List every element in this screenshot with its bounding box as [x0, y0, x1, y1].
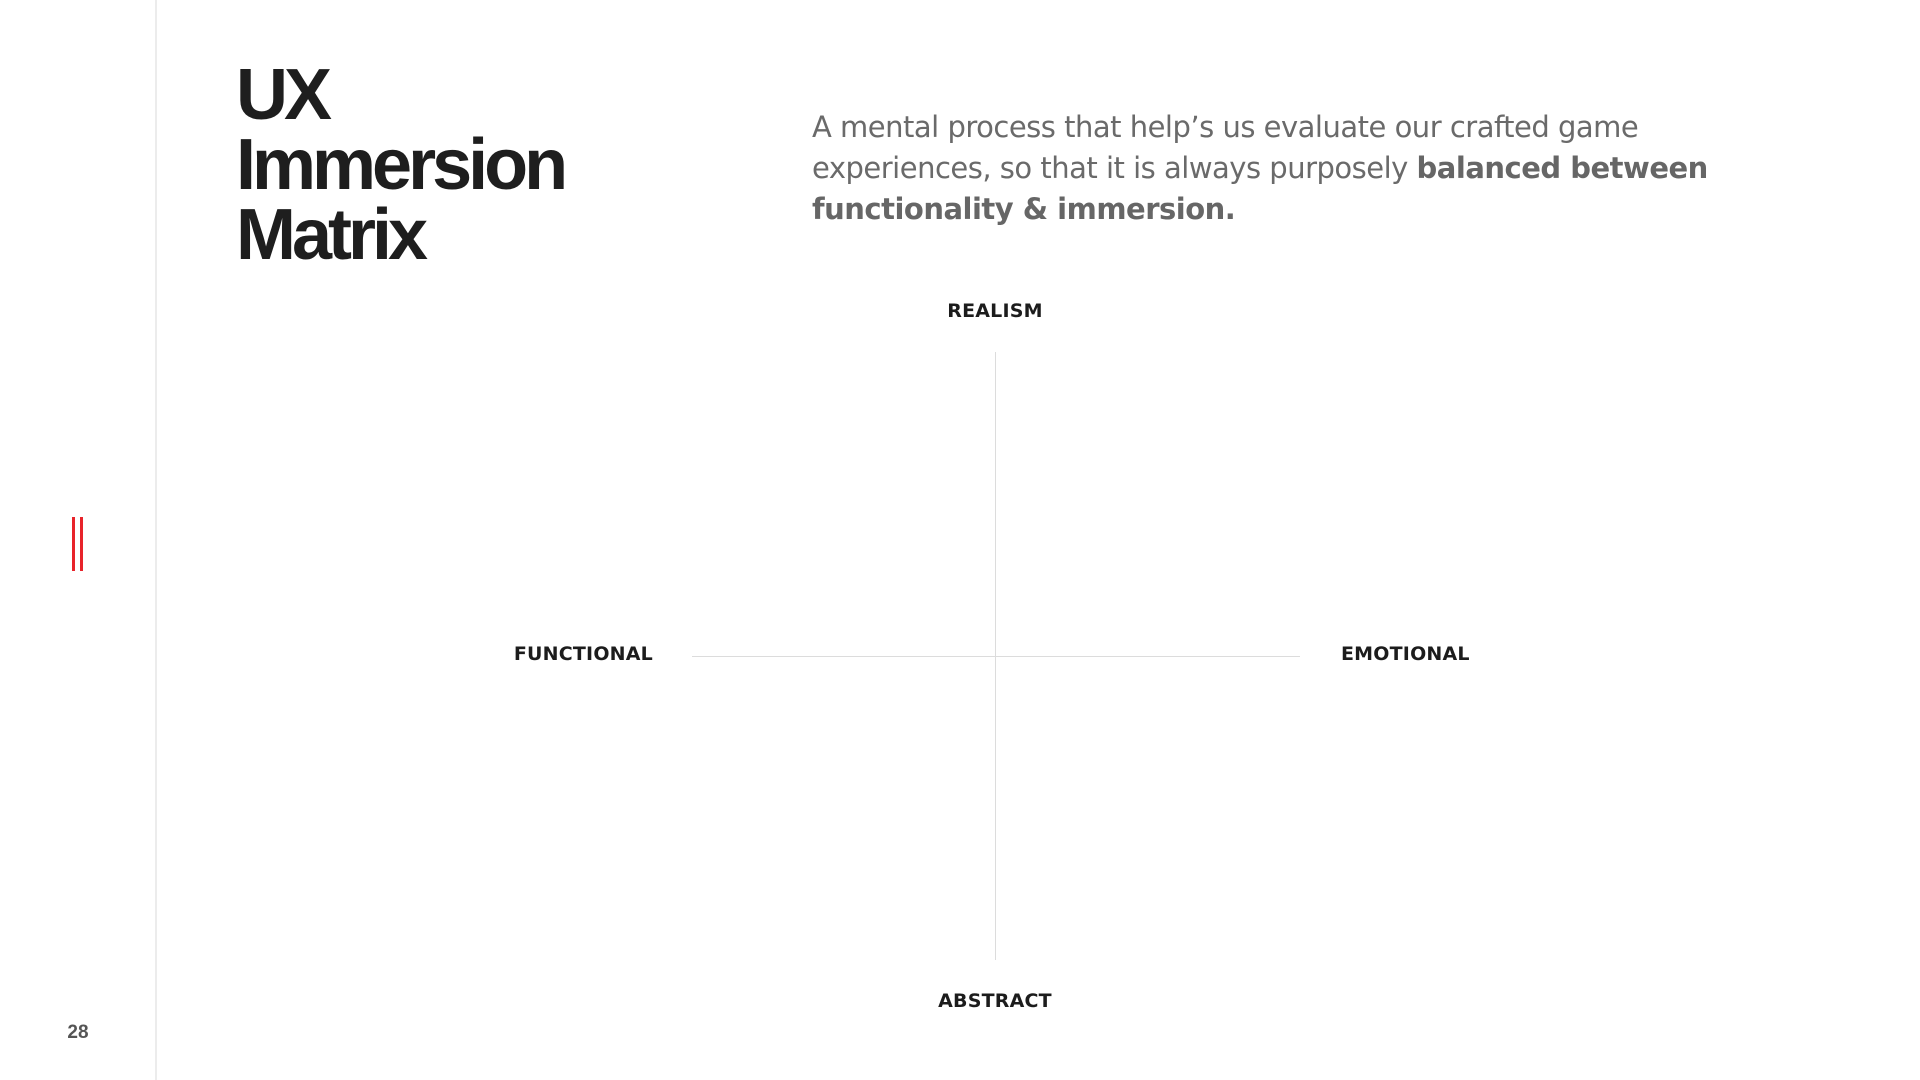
- axis-label-abstract: ABSTRACT: [938, 990, 1052, 1012]
- slide-description: A mental process that help’s us evaluate…: [812, 107, 1732, 230]
- sidebar-divider: [155, 0, 157, 1080]
- description-bold: balanced between functionality & immersi…: [812, 151, 1708, 226]
- axis-label-functional: FUNCTIONAL: [513, 643, 653, 665]
- title-line: Matrix: [236, 195, 428, 275]
- section-marker-icon: [72, 517, 84, 571]
- slide-title: UX Immersion Matrix: [236, 55, 696, 275]
- title-line: UX: [236, 55, 332, 135]
- marker-bar: [72, 517, 75, 571]
- description-regular: A mental process that help’s us evaluate…: [812, 110, 1639, 185]
- marker-bar: [80, 517, 83, 571]
- horizontal-axis: [692, 656, 1300, 657]
- page-number: 28: [67, 1022, 89, 1043]
- axis-label-emotional: EMOTIONAL: [1341, 643, 1470, 665]
- title-line: Immersion: [236, 125, 568, 205]
- axis-label-realism: REALISM: [947, 300, 1043, 322]
